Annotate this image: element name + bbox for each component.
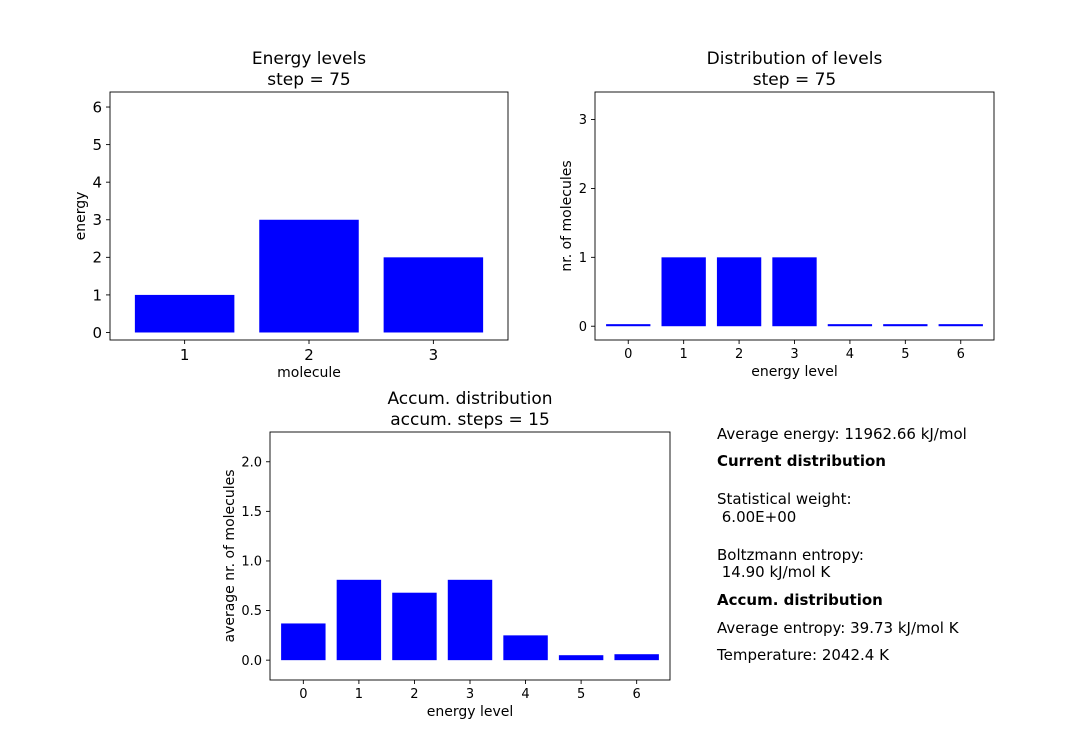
- bar-2: [259, 219, 359, 333]
- bar-3: [383, 257, 484, 333]
- x-axis-label: energy level: [751, 364, 838, 380]
- energy-levels-chart: Energy levels step = 75 1 2 3 0 1 2 3 4 5 6 molecul…: [73, 49, 509, 381]
- y-tick-label: 0: [579, 320, 587, 335]
- y-tick-label: 2: [579, 182, 587, 197]
- x-tick-label: 2: [410, 687, 418, 702]
- x-axis-label: energy level: [427, 704, 514, 720]
- bar-3: [772, 257, 817, 327]
- bar-0: [606, 324, 651, 327]
- x-tick-label: 3: [466, 687, 474, 702]
- x-tick-label: 2: [304, 346, 314, 364]
- chart-title-line: step = 75: [753, 70, 836, 90]
- y-tick-label: 5: [92, 136, 102, 154]
- y-tick-label: 0.0: [241, 654, 262, 669]
- average-entropy-text: Average entropy: 39.73 kJ/mol K: [717, 619, 959, 637]
- bar-4: [827, 324, 873, 327]
- x-tick-label: 1: [355, 687, 363, 702]
- boltzmann-entropy-value: 14.90 kJ/mol K: [717, 563, 831, 581]
- chart-title-line: step = 75: [267, 70, 350, 90]
- x-axis-label: molecule: [277, 365, 341, 381]
- y-axis-label: nr. of molecules: [559, 160, 575, 271]
- y-tick-label: 0.5: [241, 604, 262, 619]
- chart-title-line: accum. steps = 15: [390, 410, 550, 430]
- bar-5: [558, 655, 604, 661]
- bar-2: [716, 257, 762, 327]
- current-distribution-heading: Current distribution: [717, 452, 886, 470]
- y-tick-label: 3: [579, 113, 587, 128]
- statistical-weight-label: Statistical weight:: [717, 490, 852, 508]
- bar-3: [447, 579, 493, 661]
- bar-1: [134, 294, 235, 333]
- y-tick-label: 1.5: [241, 505, 262, 520]
- x-tick-label: 5: [577, 687, 585, 702]
- y-tick-label: 0: [92, 324, 102, 342]
- temperature-text: Temperature: 2042.4 K: [717, 646, 889, 664]
- accumulated-distribution-chart: Accum. distribution accum. steps = 15 0 1 2…: [222, 389, 671, 720]
- y-tick-label: 2.0: [241, 455, 262, 470]
- y-tick-label: 1.0: [241, 555, 262, 570]
- chart-title-line: Accum. distribution: [387, 389, 552, 409]
- x-tick-label: 0: [299, 687, 307, 702]
- y-tick-label: 3: [92, 211, 102, 229]
- y-tick-label: 6: [92, 98, 102, 116]
- x-tick-label: 2: [735, 347, 743, 362]
- y-tick-label: 4: [92, 174, 102, 192]
- y-tick-label: 1: [92, 286, 102, 304]
- bar-2: [392, 592, 437, 661]
- y-tick-label: 1: [579, 251, 587, 266]
- x-tick-label: 6: [957, 347, 965, 362]
- bar-6: [938, 324, 983, 327]
- chart-title-line: Energy levels: [252, 49, 366, 69]
- bar-4: [503, 635, 548, 661]
- x-tick-label: 4: [521, 687, 529, 702]
- y-axis-label: average nr. of molecules: [222, 469, 238, 642]
- bar-1: [336, 579, 382, 661]
- statistical-weight-value: 6.00E+00: [717, 508, 797, 526]
- boltzmann-entropy-label: Boltzmann entropy:: [717, 546, 864, 564]
- x-tick-label: 6: [633, 687, 641, 702]
- bar-1: [661, 257, 706, 327]
- x-tick-label: 1: [180, 346, 190, 364]
- x-tick-label: 5: [901, 347, 909, 362]
- bar-0: [281, 623, 326, 661]
- accum-distribution-heading: Accum. distribution: [717, 591, 883, 609]
- bar-6: [614, 654, 659, 661]
- x-tick-label: 0: [624, 347, 632, 362]
- y-tick-label: 2: [92, 249, 102, 267]
- x-tick-label: 3: [790, 347, 798, 362]
- chart-title-line: Distribution of levels: [707, 49, 883, 69]
- x-tick-label: 1: [680, 347, 688, 362]
- x-tick-label: 3: [429, 346, 439, 364]
- x-tick-label: 4: [846, 347, 854, 362]
- distribution-of-levels-chart: Distribution of levels step = 75 0 1 2 3 4 5 6 0…: [559, 49, 995, 380]
- y-axis-label: energy: [73, 192, 89, 241]
- average-energy-text: Average energy: 11962.66 kJ/mol: [717, 425, 967, 443]
- bar-5: [883, 324, 928, 327]
